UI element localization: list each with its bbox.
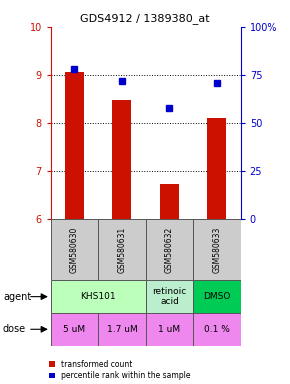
Text: GSM580631: GSM580631 — [117, 227, 126, 273]
Text: GSM580632: GSM580632 — [165, 227, 174, 273]
Bar — [65, 73, 84, 219]
Bar — [51, 313, 98, 346]
Bar — [193, 313, 241, 346]
Bar — [146, 313, 193, 346]
Bar — [193, 280, 241, 313]
Bar — [113, 100, 131, 219]
Text: dose: dose — [3, 324, 26, 334]
Legend: transformed count, percentile rank within the sample: transformed count, percentile rank withi… — [49, 360, 191, 380]
Text: agent: agent — [3, 291, 31, 302]
Bar — [51, 219, 98, 280]
Bar — [51, 280, 146, 313]
Text: DMSO: DMSO — [203, 292, 231, 301]
Bar — [98, 219, 146, 280]
Bar — [207, 118, 226, 219]
Bar — [98, 313, 146, 346]
Text: GSM580630: GSM580630 — [70, 227, 79, 273]
Text: 5 uM: 5 uM — [64, 325, 86, 334]
Text: 0.1 %: 0.1 % — [204, 325, 230, 334]
Text: GDS4912 / 1389380_at: GDS4912 / 1389380_at — [80, 13, 210, 24]
Bar — [146, 219, 193, 280]
Bar — [160, 184, 179, 219]
Text: retinoic
acid: retinoic acid — [152, 287, 186, 306]
Text: KHS101: KHS101 — [80, 292, 116, 301]
Bar — [193, 219, 241, 280]
Text: GSM580633: GSM580633 — [213, 227, 222, 273]
Text: 1 uM: 1 uM — [158, 325, 181, 334]
Bar — [146, 280, 193, 313]
Text: 1.7 uM: 1.7 uM — [107, 325, 137, 334]
